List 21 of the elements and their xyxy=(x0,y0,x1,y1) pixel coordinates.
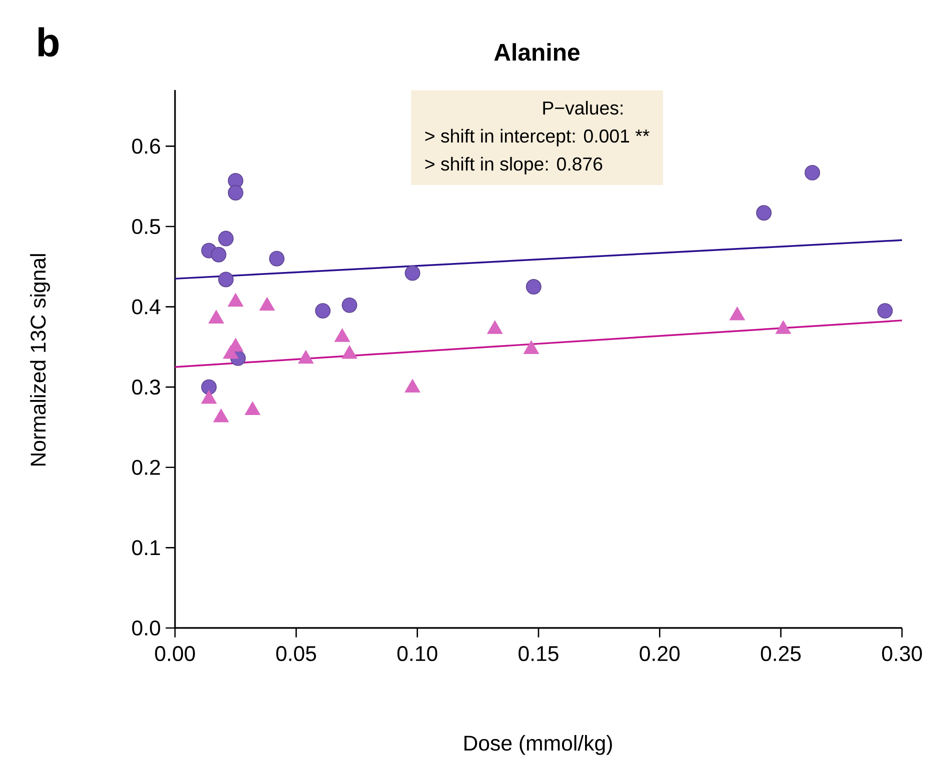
x-tick-label: 0.15 xyxy=(518,646,558,662)
y-tick-label: 0.1 xyxy=(132,540,160,556)
x-tick-label: 0.30 xyxy=(882,646,922,662)
x-tick-label: 0.00 xyxy=(155,646,195,662)
y-tick-label: 0.6 xyxy=(132,138,160,154)
y-tick-label: 0.3 xyxy=(132,380,160,395)
annotation: > shift in slope: 0.876 xyxy=(425,156,602,174)
x-tick-label: 0.20 xyxy=(640,646,680,662)
annotation: > shift in intercept: 0.001 ** xyxy=(425,128,650,146)
y-tick-label: 0.5 xyxy=(132,218,160,234)
chart-title: Alanine xyxy=(494,43,580,61)
x-axis-title: Dose (mmol/kg) xyxy=(464,735,612,755)
y-tick-label: 0.4 xyxy=(132,299,160,314)
x-tick-label: 0.05 xyxy=(276,646,316,662)
x-tick-label: 0.25 xyxy=(760,646,801,662)
text: b xyxy=(38,27,59,57)
x-tick-label: 0.10 xyxy=(397,646,438,662)
y-tick-label: 0.0 xyxy=(132,620,160,636)
annotation: P−values: xyxy=(543,100,622,115)
y-tick-label: 0.2 xyxy=(132,460,160,475)
y-axis-title: Normalized 13C signal xyxy=(30,254,50,466)
